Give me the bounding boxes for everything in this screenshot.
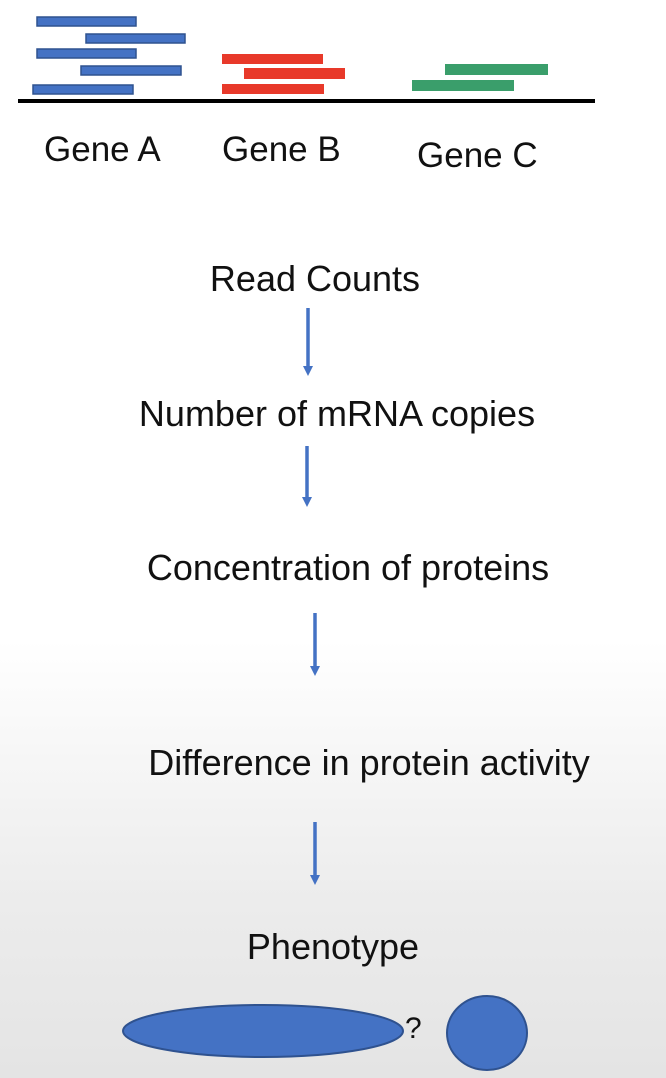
flow-step-read-counts: Read Counts — [209, 258, 421, 299]
gene-b-label: Gene B — [222, 130, 341, 169]
gene-c-reads — [412, 64, 548, 91]
phenotype-round-shape — [446, 995, 528, 1071]
gene-a-label: Gene A — [44, 130, 161, 169]
gene-a-read — [36, 48, 137, 59]
gene-c-read — [445, 64, 548, 75]
flow-step-protein-activity: Difference in protein activity — [148, 742, 590, 783]
flow-step-protein-concentration: Concentration of proteins — [146, 547, 550, 588]
gene-c-label: Gene C — [417, 136, 538, 175]
phenotype-elongated-shape — [122, 1004, 404, 1058]
flow-step-mrna-copies: Number of mRNA copies — [138, 393, 536, 434]
gene-b-reads — [222, 54, 345, 94]
gene-a-read — [32, 84, 134, 95]
gene-a-reads — [32, 16, 186, 95]
gene-b-read — [244, 68, 345, 79]
gene-b-read — [222, 54, 323, 64]
gene-a-read — [85, 33, 186, 44]
flow-step-phenotype: Phenotype — [246, 926, 420, 967]
gene-c-read — [412, 80, 514, 91]
gene-b-read — [222, 84, 324, 94]
flow-arrows — [302, 308, 320, 885]
phenotype-question-mark: ? — [405, 1012, 422, 1045]
gene-a-read — [80, 65, 182, 76]
gene-a-read — [36, 16, 137, 27]
